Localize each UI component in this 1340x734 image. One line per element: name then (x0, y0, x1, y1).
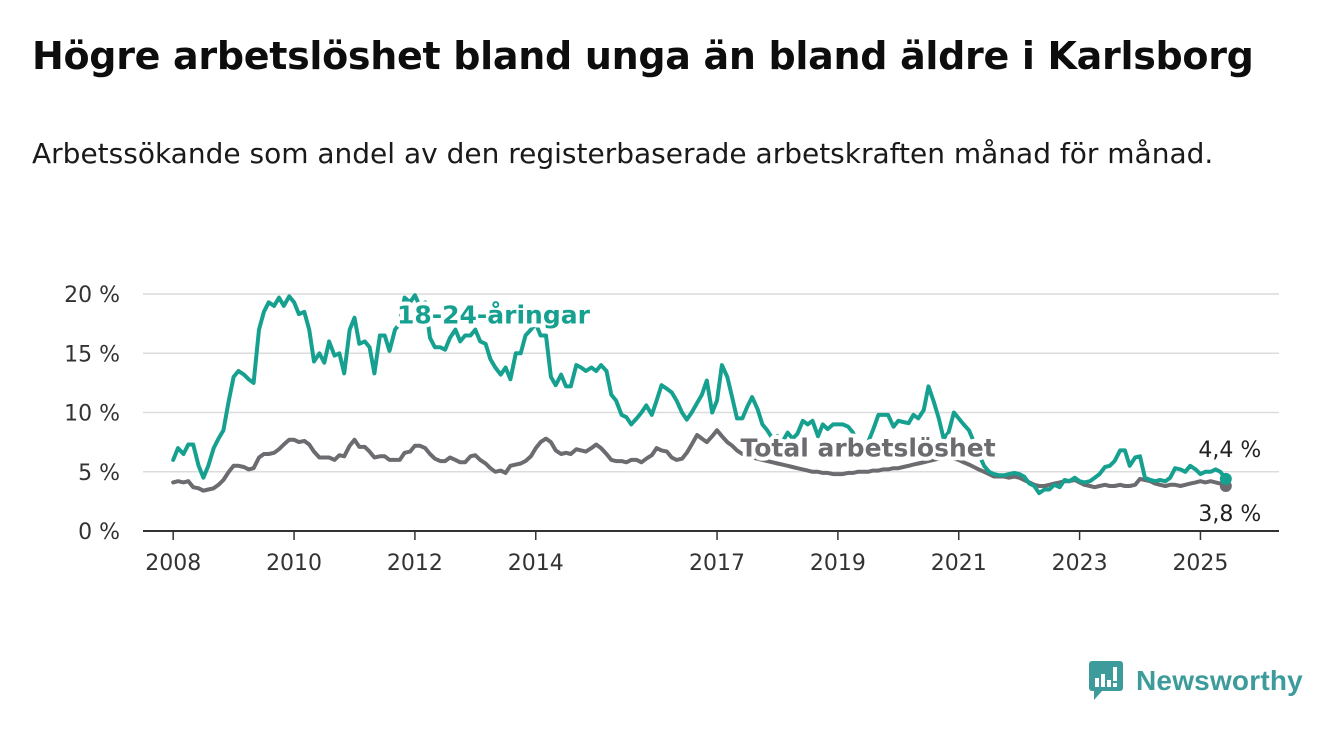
series-labels: 18-24-åringar Total arbetslöshet 4,4 % 3,8 … (393, 297, 1264, 530)
y-tick-label: 10 % (64, 402, 120, 427)
series-line-youth (171, 293, 1228, 496)
brand-name: Newsworthy (1136, 665, 1303, 696)
series-line-total (171, 428, 1228, 493)
x-tick-label: 2017 (689, 551, 745, 576)
x-tick-label: 2021 (931, 551, 987, 576)
end-value-label: 3,8 % (1198, 502, 1261, 527)
chart-title: Högre arbetslöshet bland unga än bland ä… (32, 34, 1254, 78)
y-tick-label: 5 % (78, 461, 120, 486)
x-tick-label: 2008 (145, 551, 201, 576)
x-tick-label: 2019 (810, 551, 866, 576)
series-label: Total arbetslöshet (740, 433, 995, 462)
x-tick-label: 2025 (1172, 551, 1228, 576)
series-lines (171, 293, 1232, 496)
x-tick-label: 2014 (508, 551, 564, 576)
newsworthy-bar-chart-icon (1089, 661, 1123, 700)
axes: 0 % 5 % 10 % 15 % 20 % 2008 2010 2012 2014 2017 20… (64, 283, 1279, 576)
gridlines (143, 293, 1279, 473)
series-endpoint-youth (1219, 472, 1232, 485)
end-value-label: 4,4 % (1198, 438, 1261, 463)
series-label: 18-24-åringar (397, 301, 591, 330)
chart-subtitle: Arbetssökande som andel av den registerb… (32, 137, 1214, 170)
x-tick-label: 2023 (1052, 551, 1108, 576)
y-tick-label: 20 % (64, 283, 120, 308)
y-tick-label: 15 % (64, 342, 120, 367)
x-tick-label: 2012 (387, 551, 443, 576)
newsworthy-logo: Newsworthy (1088, 660, 1303, 702)
y-tick-label: 0 % (78, 520, 120, 545)
x-tick-label: 2010 (266, 551, 322, 576)
